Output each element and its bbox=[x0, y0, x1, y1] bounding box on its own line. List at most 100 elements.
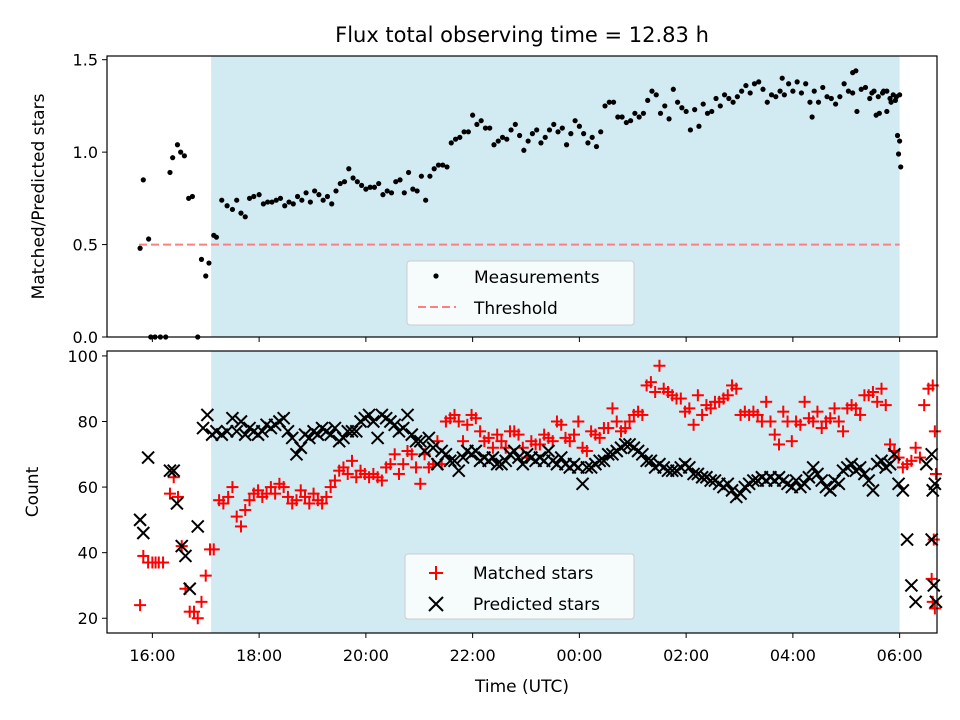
matched-star-point bbox=[452, 415, 465, 428]
predicted-star-point bbox=[639, 454, 654, 468]
predicted-star-point bbox=[597, 454, 611, 468]
measurement-point bbox=[367, 184, 373, 190]
measurement-point bbox=[869, 90, 875, 96]
measurement-point bbox=[234, 197, 240, 203]
measurement-point bbox=[181, 153, 187, 159]
measurement-point bbox=[273, 197, 279, 203]
predicted-star-point bbox=[447, 454, 462, 468]
measurement-point bbox=[555, 129, 561, 135]
measurement-point bbox=[337, 180, 343, 187]
count-panel-frame bbox=[106, 350, 938, 634]
predicted-star-point bbox=[302, 431, 317, 445]
ratio-panel-frame bbox=[106, 55, 938, 338]
matched-star-point bbox=[568, 428, 581, 441]
measurement-point bbox=[521, 147, 527, 153]
matched-star-point bbox=[824, 412, 837, 425]
measurement-point bbox=[756, 79, 762, 85]
measurement-point bbox=[333, 188, 339, 194]
measurement-point bbox=[178, 149, 184, 155]
matched-star-point bbox=[243, 494, 256, 507]
y-tick-label: 1.0 bbox=[73, 143, 98, 162]
matched-star-point bbox=[807, 415, 820, 428]
matched-star-point bbox=[764, 415, 777, 428]
matched-star-point bbox=[610, 415, 623, 428]
x-tick-label: 02:00 bbox=[663, 646, 709, 665]
measurement-point bbox=[388, 190, 395, 196]
x-tick-label: 04:00 bbox=[770, 646, 816, 665]
measurement-point bbox=[764, 99, 770, 105]
matched-star-point bbox=[683, 402, 696, 415]
measurement-point bbox=[657, 110, 664, 116]
matched-star-point bbox=[854, 408, 867, 421]
measurement-point bbox=[751, 81, 758, 87]
matched-star-point bbox=[875, 382, 888, 395]
predicted-star-point bbox=[635, 447, 650, 461]
predicted-star-point bbox=[927, 578, 941, 593]
measurement-point bbox=[286, 199, 292, 205]
measurement-point bbox=[324, 193, 331, 200]
predicted-star-point bbox=[175, 539, 189, 553]
matched-star-point bbox=[929, 467, 942, 480]
measurement-point bbox=[307, 199, 313, 205]
measurement-point bbox=[894, 132, 901, 139]
measurement-point bbox=[593, 143, 600, 150]
predicted-star-point bbox=[196, 421, 210, 435]
matched-star-point bbox=[207, 543, 220, 556]
measurement-point bbox=[491, 142, 497, 148]
matched-star-point bbox=[773, 438, 786, 451]
matched-star-point bbox=[751, 408, 764, 421]
measurement-point bbox=[474, 121, 480, 128]
measurement-point bbox=[504, 136, 510, 142]
measurement-point bbox=[606, 99, 612, 105]
chart-title: Flux total observing time = 12.83 h bbox=[335, 23, 709, 47]
ratio-panel: 0.0 0.5 1.0 1.5 Matched/Predicted stars Mea… bbox=[29, 51, 938, 347]
predicted-star-point bbox=[413, 434, 428, 448]
measurement-point bbox=[777, 88, 783, 94]
measurement-point bbox=[824, 94, 830, 100]
predicted-star-point bbox=[400, 408, 415, 422]
predicted-star-point bbox=[725, 483, 739, 498]
legend-threshold-label: Threshold bbox=[473, 299, 558, 319]
measurement-point bbox=[581, 131, 587, 137]
measurement-point bbox=[563, 142, 570, 148]
predicted-star-point bbox=[234, 414, 248, 429]
matched-star-point bbox=[482, 431, 495, 444]
measurement-point bbox=[320, 197, 326, 203]
measurement-point bbox=[828, 95, 834, 102]
matched-star-point bbox=[474, 425, 487, 438]
predicted-star-point bbox=[857, 467, 872, 481]
measurement-point bbox=[713, 95, 719, 102]
predicted-star-point bbox=[366, 414, 381, 429]
ratio-plot-area bbox=[137, 68, 904, 340]
predicted-star-point bbox=[362, 408, 376, 422]
matched-star-point bbox=[290, 494, 303, 507]
matched-star-point bbox=[730, 382, 743, 395]
matched-star-point bbox=[392, 467, 405, 480]
measurement-point bbox=[478, 118, 484, 124]
predicted-star-point bbox=[349, 424, 363, 439]
matched-star-point bbox=[777, 405, 790, 418]
matched-star-point bbox=[696, 408, 709, 421]
matched-star-point bbox=[486, 441, 499, 454]
predicted-star-point bbox=[832, 477, 846, 491]
matched-star-point bbox=[905, 454, 918, 467]
measurement-point bbox=[380, 192, 386, 198]
legend-matched-marker bbox=[429, 566, 443, 580]
predicted-star-point bbox=[695, 470, 709, 484]
measurement-point bbox=[423, 197, 429, 203]
matched-star-point bbox=[269, 487, 282, 500]
measurement-point bbox=[820, 84, 826, 91]
predicted-star-point bbox=[802, 470, 816, 484]
measurement-point bbox=[397, 177, 403, 183]
predicted-star-point bbox=[516, 457, 530, 471]
matched-star-point bbox=[555, 418, 568, 431]
measurement-point bbox=[636, 114, 642, 120]
matched-star-point bbox=[928, 425, 941, 438]
predicted-star-point bbox=[311, 427, 325, 442]
measurement-point bbox=[653, 92, 659, 98]
measurement-point bbox=[512, 121, 518, 128]
measurement-point bbox=[224, 203, 230, 209]
matched-star-point bbox=[239, 504, 252, 517]
matched-star-point bbox=[303, 497, 316, 510]
measurement-point bbox=[346, 166, 352, 172]
